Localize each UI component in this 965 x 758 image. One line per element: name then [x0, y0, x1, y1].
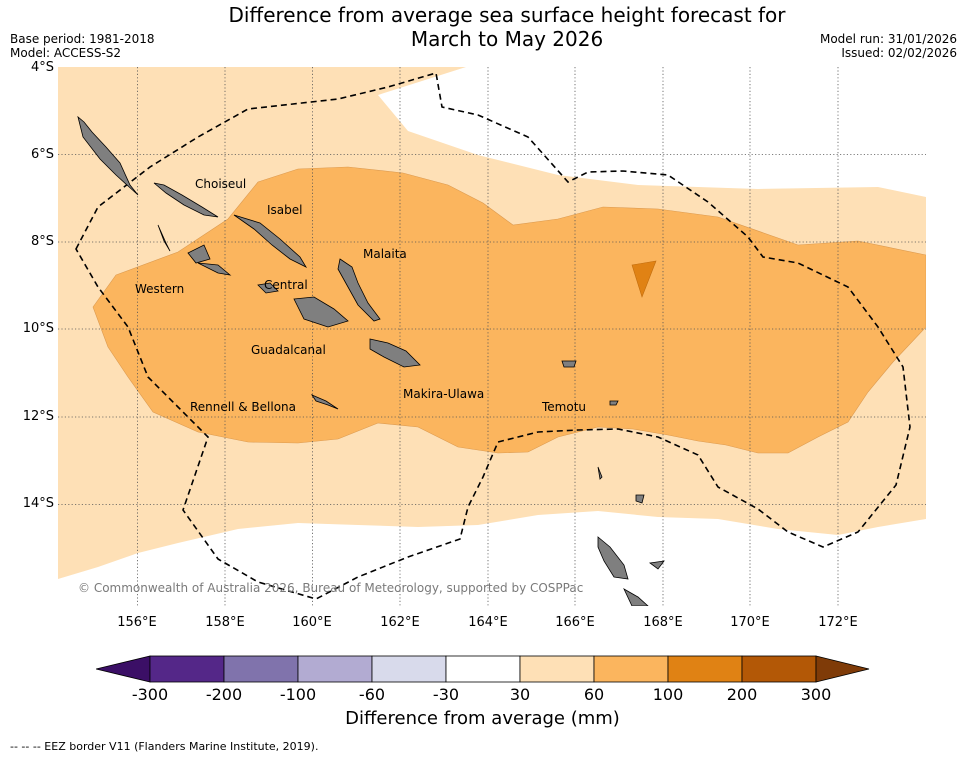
island-guadalcanal [293, 296, 349, 328]
colorbar-segment [519, 655, 595, 683]
lon-label-160e: 160°E [292, 615, 332, 630]
map-panel [58, 67, 926, 606]
colorbar-tick: -300 [131, 685, 169, 704]
contour-60-100 [92, 166, 926, 454]
province-label-choiseul: Choiseul [195, 177, 247, 191]
island-torres [597, 466, 603, 480]
base-period: Base period: 1981-2018 [10, 32, 155, 46]
colorbar-segment [371, 655, 447, 683]
island-ndeni [561, 360, 577, 368]
province-label-guadalcanal: Guadalcanal [251, 343, 326, 357]
lat-label-14s: 14°S [22, 496, 54, 511]
colorbar-segment [149, 655, 225, 683]
lat-label-8s: 8°S [30, 234, 54, 249]
colorbar-tick: -200 [205, 685, 243, 704]
island-choiseul [77, 115, 139, 196]
colorbar-segment [223, 655, 299, 683]
island-rendova [197, 262, 232, 276]
model-name: Model: ACCESS-S2 [10, 46, 122, 60]
lat-label-10s: 10°S [22, 321, 54, 336]
colorbar-tick: -100 [279, 685, 317, 704]
province-label-temotu: Temotu [542, 400, 587, 414]
lon-label-166e: 166°E [555, 615, 595, 630]
colorbar-segment [297, 655, 373, 683]
colorbar-tick: 60 [583, 685, 605, 704]
lon-label-168e: 168°E [643, 615, 683, 630]
colorbar-segment [667, 655, 743, 683]
colorbar-tick: 30 [509, 685, 531, 704]
island-new-georgia [153, 182, 219, 218]
meta-left: Base period: 1981-2018 Model: ACCESS-S2 [10, 32, 155, 60]
island-vanikoro [609, 400, 619, 406]
lon-label-156e: 156°E [117, 615, 157, 630]
island-rennell [310, 394, 339, 410]
lon-label-170e: 170°E [730, 615, 770, 630]
colorbar-tick: -60 [358, 685, 386, 704]
island-vella [157, 224, 171, 252]
province-label-rennell-bellona: Rennell & Bellona [190, 400, 297, 414]
colorbar-segment [593, 655, 669, 683]
issued-date: Issued: 02/02/2026 [841, 46, 957, 60]
province-label-makira-ulawa: Makira-Ulawa [403, 387, 485, 401]
title-line-2: March to May 2026 [410, 27, 604, 51]
island-espiritu-santo [597, 536, 629, 580]
gridlines [58, 67, 926, 606]
island-florida [257, 282, 279, 294]
map-title: Difference from average sea surface heig… [0, 3, 965, 51]
colorbar-tick: 300 [800, 685, 832, 704]
province-label-central: Central [264, 278, 308, 292]
lat-label-12s: 12°S [22, 409, 54, 424]
island-makira [369, 338, 421, 368]
colorbar-label: Difference from average (mm) [345, 708, 620, 729]
colorbar-extend-low [96, 655, 151, 683]
province-label-isabel: Isabel [267, 203, 303, 217]
colorbar-segment [445, 655, 521, 683]
model-run: Model run: 31/01/2026 [819, 32, 957, 46]
colorbar-segment [741, 655, 817, 683]
colorbar-tick: -30 [432, 685, 460, 704]
lat-label-4s: 4°S [30, 60, 54, 75]
island-isabel [233, 214, 308, 268]
province-label-malaita: Malaita [363, 247, 407, 261]
colorbar [96, 655, 870, 683]
island-malakula [623, 588, 649, 606]
lon-label-164e: 164°E [468, 615, 508, 630]
meta-right: Model run: 31/01/2026 Issued: 02/02/2026 [820, 32, 957, 60]
lon-label-172e: 172°E [818, 615, 858, 630]
island-kolombangara [187, 244, 211, 264]
eez-legend: -- -- -- EEZ border V11 (Flanders Marine… [10, 740, 319, 753]
lat-label-6s: 6°S [30, 147, 54, 162]
contour-100-200 [631, 260, 657, 298]
islands [77, 115, 665, 606]
copyright-notice: © Commonwealth of Australia 2026, Bureau… [78, 581, 584, 595]
lon-label-158e: 158°E [205, 615, 245, 630]
island-banks [635, 494, 645, 504]
lon-label-162e: 162°E [380, 615, 420, 630]
province-label-western: Western [135, 282, 185, 296]
eez-border [75, 71, 911, 600]
island-malaita [337, 258, 381, 322]
colorbar-tick: 200 [726, 685, 758, 704]
colorbar-tick: 100 [652, 685, 684, 704]
colorbar-extend-high [815, 655, 870, 683]
island-maewo [648, 560, 665, 570]
title-line-1: Difference from average sea surface heig… [228, 3, 786, 27]
